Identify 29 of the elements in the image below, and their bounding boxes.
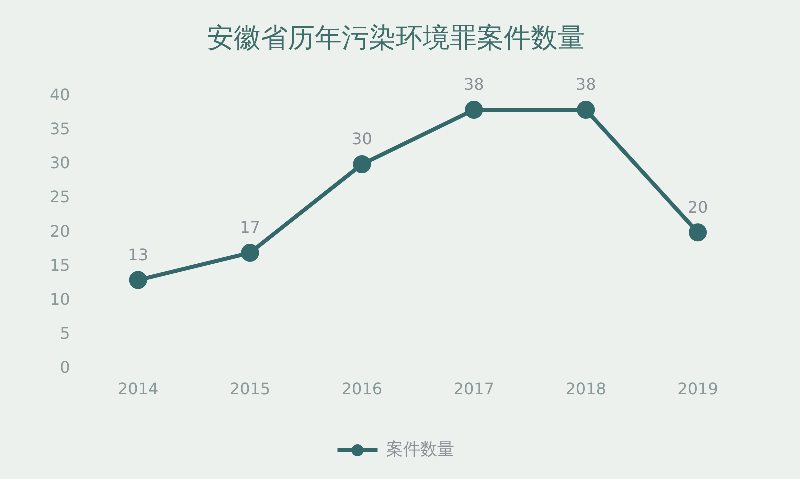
x-tick-label: 2019 bbox=[678, 380, 718, 399]
data-label: 20 bbox=[688, 198, 708, 217]
y-tick-label: 35 bbox=[50, 120, 70, 139]
y-tick-label: 25 bbox=[50, 188, 70, 207]
x-tick-label: 2017 bbox=[454, 380, 495, 399]
point bbox=[465, 101, 484, 120]
data-label: 13 bbox=[128, 245, 149, 264]
y-tick-label: 0 bbox=[60, 358, 70, 377]
legend-label: 案件数量 bbox=[386, 440, 454, 460]
y-tick-label: 15 bbox=[50, 256, 70, 275]
y-tick-label: 40 bbox=[50, 86, 70, 105]
data-label: 17 bbox=[240, 218, 260, 238]
point bbox=[129, 271, 148, 290]
y-tick-label: 30 bbox=[50, 154, 70, 173]
y-tick-label: 5 bbox=[60, 324, 70, 343]
point bbox=[241, 244, 260, 262]
y-tick-label: 10 bbox=[50, 290, 70, 309]
point bbox=[353, 156, 372, 174]
chart-title: 安徽省历年污染环境罪案件数量 bbox=[207, 23, 585, 54]
data-label: 38 bbox=[464, 75, 484, 94]
x-tick-label: 2015 bbox=[230, 380, 271, 399]
data-label: 38 bbox=[576, 75, 596, 94]
x-tick-label: 2014 bbox=[118, 380, 159, 399]
y-tick-label: 20 bbox=[50, 222, 70, 241]
point bbox=[689, 224, 708, 242]
data-label: 30 bbox=[352, 130, 372, 149]
point bbox=[577, 101, 596, 120]
x-tick-label: 2018 bbox=[566, 380, 606, 399]
x-tick-label: 2016 bbox=[342, 380, 383, 399]
